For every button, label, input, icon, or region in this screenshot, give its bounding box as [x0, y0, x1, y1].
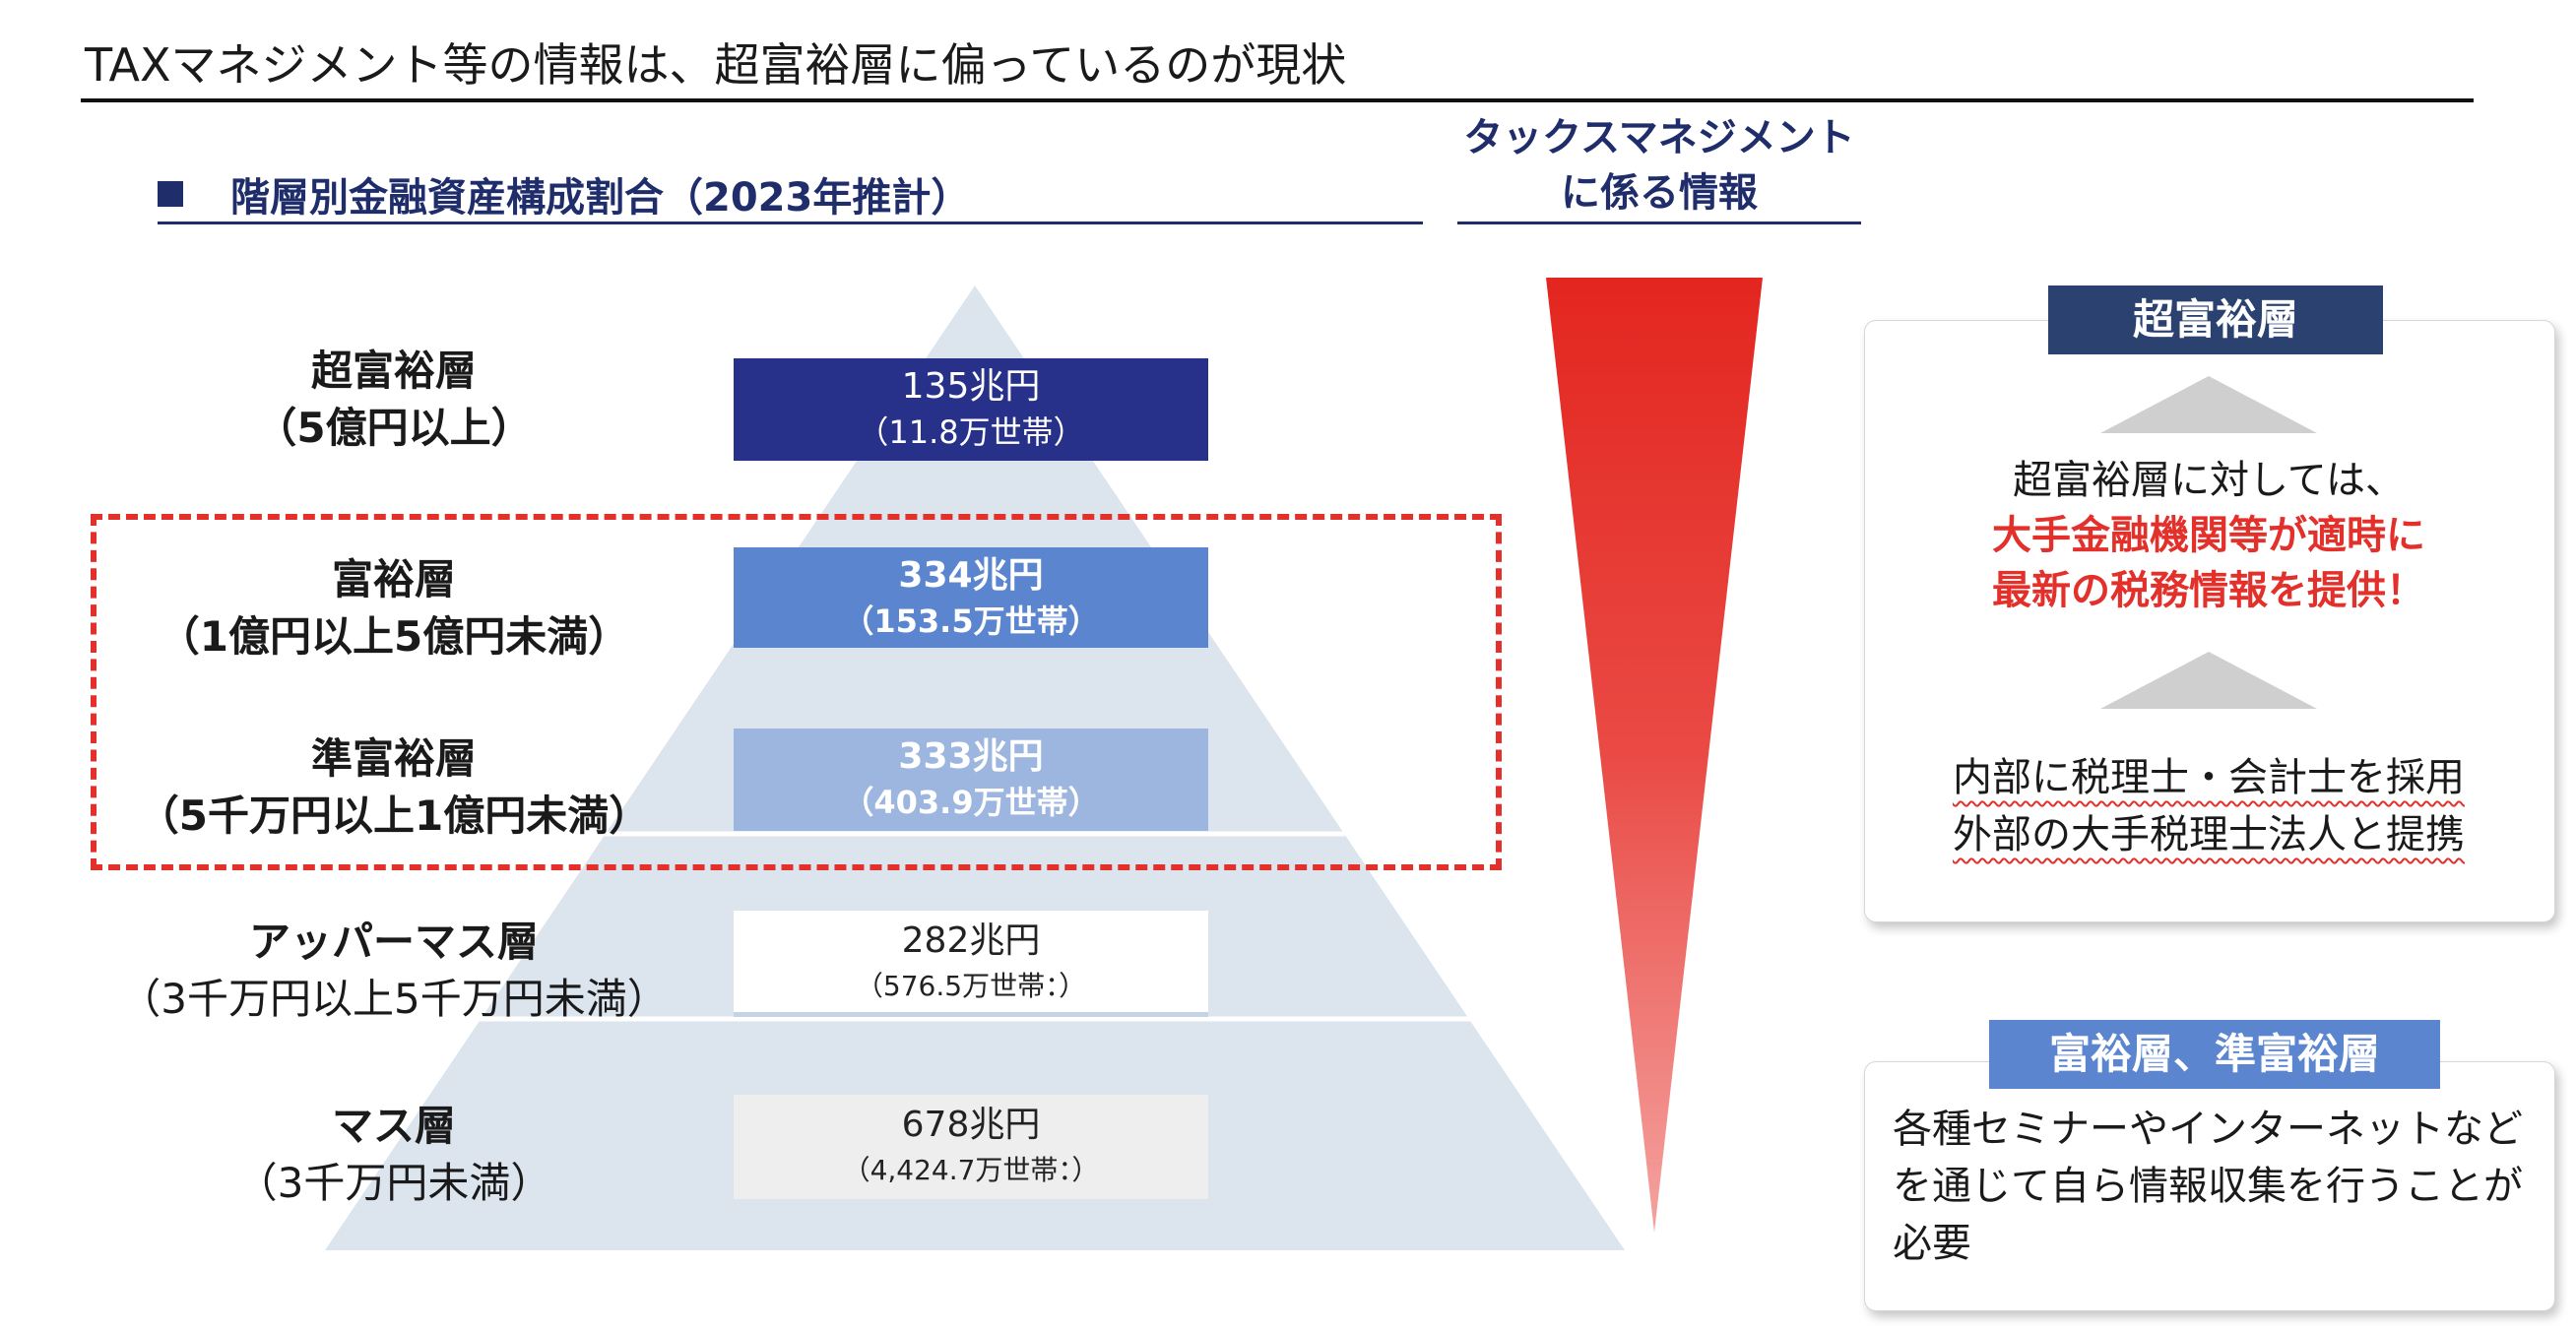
ultra-wealthy-tag: 超富裕層	[2048, 285, 2383, 354]
section-heading: 階層別金融資産構成割合（2023年推計）	[158, 165, 970, 222]
panel-text-line: 超富裕層に対しては、	[2013, 458, 2405, 503]
information-funnel	[1546, 278, 1763, 1233]
page-title: TAXマネジメント等の情報は、超富裕層に偏っているのが現状	[85, 38, 1347, 92]
up-arrow-icon	[2100, 652, 2317, 709]
wealthy-panel-text: 各種セミナーやインターネットなどを通じて自ら情報収集を行うことが必要	[1893, 1107, 2523, 1266]
tier-amount: 334兆円	[898, 555, 1044, 596]
wealthy-tiers-highlight-box	[91, 514, 1502, 870]
tier-label-mass: マス層 （3千万円未満）	[235, 1102, 552, 1207]
up-arrow-icon	[2100, 376, 2317, 433]
panel-text-line: 外部の大手税理士法人と提携	[1953, 812, 2465, 857]
wealthy-info-panel	[1864, 1061, 2555, 1311]
tax-info-heading-line2: に係る情報	[1561, 170, 1758, 216]
tier-label-ultra-wealthy: 超富裕層 （5億円以上）	[255, 347, 533, 452]
section-heading-underline	[158, 222, 1423, 224]
tier-label-upper-mass: アッパーマス層 （3千万円以上5千万円未満）	[119, 918, 669, 1023]
tax-info-heading-underline	[1457, 222, 1861, 224]
tier-amount: 135兆円	[901, 366, 1041, 407]
tier-amount: 282兆円	[901, 920, 1041, 961]
panel-highlight-line: 最新の税務情報を提供！	[1992, 568, 2425, 613]
tax-info-heading: タックスマネジメント に係る情報	[1457, 110, 1861, 221]
panel-text-line: 内部に税理士・会計士を採用	[1953, 755, 2465, 800]
tier-households: （153.5万世帯）	[842, 602, 1100, 640]
wealthy-tag: 富裕層、準富裕層	[1989, 1020, 2440, 1089]
tier-households: （11.8万世帯）	[857, 413, 1085, 451]
square-bullet-icon	[158, 181, 183, 207]
tier-value-box-ultra-wealthy: 135兆円 （11.8万世帯）	[734, 358, 1208, 461]
funnel-triangle	[1546, 278, 1763, 1233]
tier-value-box-semi-wealthy: 333兆円 （403.9万世帯）	[734, 729, 1208, 831]
section-heading-text: 階層別金融資産構成割合（2023年推計）	[230, 175, 971, 221]
tier-amount: 678兆円	[901, 1105, 1041, 1145]
title-underline	[81, 98, 2474, 102]
tier-value-box-upper-mass: 282兆円 （576.5万世帯：）	[734, 911, 1208, 1017]
tier-households: （403.9万世帯）	[842, 784, 1100, 821]
tier-households: （4,424.7万世帯：）	[842, 1154, 1100, 1186]
panel-highlight-line: 大手金融機関等が適時に	[1992, 513, 2425, 558]
tier-label-wealthy: 富裕層 （1億円以上5億円未満）	[158, 555, 630, 661]
tier-households: （576.5万世帯：）	[855, 970, 1087, 1002]
tax-info-heading-line1: タックスマネジメント	[1463, 115, 1855, 160]
tier-amount: 333兆円	[898, 736, 1044, 777]
tier-value-box-mass: 678兆円 （4,424.7万世帯：）	[734, 1095, 1208, 1199]
tier-label-semi-wealthy: 準富裕層 （5千万円以上1億円未満）	[137, 734, 651, 840]
tier-value-box-wealthy: 334兆円 （153.5万世帯）	[734, 547, 1208, 648]
